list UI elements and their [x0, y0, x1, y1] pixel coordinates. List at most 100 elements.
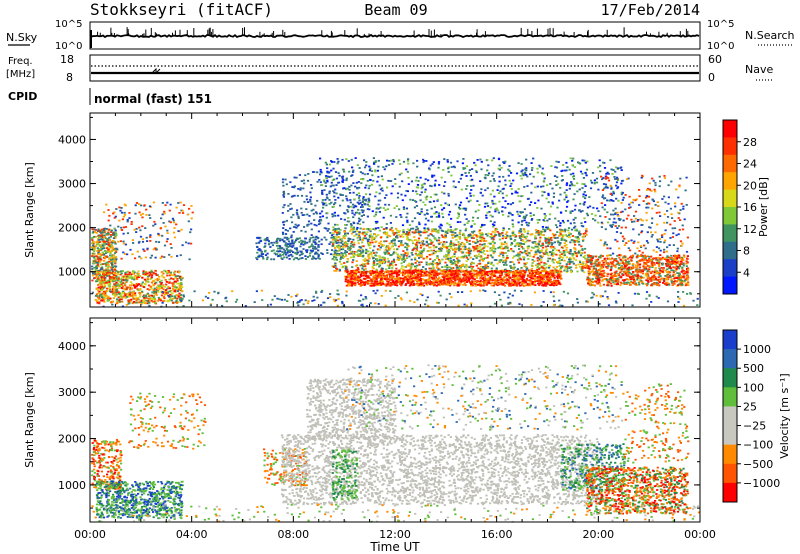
power-echo [512, 267, 515, 270]
power-echo [298, 241, 301, 243]
power-echo [577, 233, 581, 235]
power-echo [345, 197, 348, 200]
power-echo [93, 228, 96, 231]
power-echo [335, 258, 338, 261]
power-echo [144, 283, 147, 286]
power-echo [471, 231, 474, 234]
power-echo [365, 270, 368, 273]
power-echo [110, 231, 113, 233]
power-echo [448, 245, 451, 248]
power-echo [530, 274, 533, 276]
power-echo [334, 223, 337, 226]
power-echo [150, 294, 153, 297]
power-echo [389, 228, 392, 231]
power-echo [522, 258, 526, 261]
power-echo [139, 235, 143, 238]
power-echo [422, 257, 425, 260]
power-echo [101, 275, 104, 277]
power-echo [536, 263, 539, 265]
power-echo [352, 246, 355, 248]
power-echo [394, 251, 397, 254]
power-echo [325, 227, 328, 230]
power-echo [502, 243, 505, 246]
power-echo [166, 238, 169, 240]
power-echo [471, 284, 474, 287]
power-echo [91, 265, 94, 268]
power-echo [104, 256, 107, 259]
power-echo [411, 280, 414, 282]
power-echo [451, 236, 454, 239]
power-echo [574, 243, 577, 246]
power-echo [113, 261, 116, 264]
power-echo [436, 239, 439, 242]
power-echo [561, 256, 564, 259]
power-echo [538, 263, 541, 266]
power-echo [306, 201, 310, 203]
power-echo [386, 231, 389, 234]
power-echo [375, 278, 378, 280]
power-echo [124, 277, 127, 280]
power-echo [283, 250, 287, 252]
power-echo [490, 284, 493, 287]
power-echo [282, 194, 285, 196]
power-echo [126, 286, 129, 289]
power-echo [341, 177, 344, 180]
power-echo [478, 262, 481, 265]
power-echo [422, 249, 425, 252]
power-echo [550, 251, 553, 253]
power-echo [187, 220, 190, 223]
power-echo [111, 249, 114, 251]
power-echo [333, 256, 336, 258]
power-echo [517, 245, 520, 248]
power-echo [563, 252, 566, 255]
power-echo [165, 283, 168, 286]
power-echo [392, 239, 395, 242]
power-echo [479, 239, 482, 242]
power-echo [387, 280, 390, 283]
power-echo [298, 237, 301, 240]
power-echo [332, 265, 335, 268]
power-echo [157, 241, 161, 243]
power-echo [465, 227, 468, 230]
power-echo [388, 248, 391, 251]
power-echo [499, 276, 502, 279]
power-echo [515, 254, 518, 257]
power-echo [567, 251, 570, 253]
power-echo [130, 298, 133, 301]
power-echo [100, 234, 103, 237]
power-echo [112, 233, 115, 236]
power-echo [429, 270, 432, 272]
power-echo [447, 256, 450, 259]
power-echo [146, 247, 149, 250]
power-echo [414, 246, 417, 248]
power-echo [100, 245, 103, 248]
power-echo [499, 253, 502, 255]
power-echo [107, 299, 111, 302]
power-echo [538, 232, 541, 235]
power-echo [480, 258, 483, 261]
power-echo [291, 221, 294, 224]
power-echo [403, 258, 406, 261]
power-echo [116, 248, 119, 251]
power-echo [500, 247, 503, 250]
power-echo [176, 255, 179, 257]
power-echo [431, 228, 434, 230]
power-echo [97, 261, 100, 264]
power-echo [158, 278, 161, 281]
power-echo [307, 220, 311, 223]
power-echo [97, 248, 100, 250]
power-echo [118, 219, 121, 222]
power-echo [502, 280, 505, 282]
power-echo [465, 251, 468, 254]
power-echo [318, 223, 321, 226]
power-echo [301, 241, 304, 244]
power-echo [310, 234, 313, 236]
power-echo [282, 221, 285, 224]
power-echo [383, 240, 386, 243]
power-echo [551, 255, 554, 257]
power-echo [406, 238, 409, 241]
power-echo [335, 240, 338, 243]
power-echo [552, 284, 556, 287]
power-echo [481, 232, 484, 234]
power-echo [561, 234, 564, 237]
